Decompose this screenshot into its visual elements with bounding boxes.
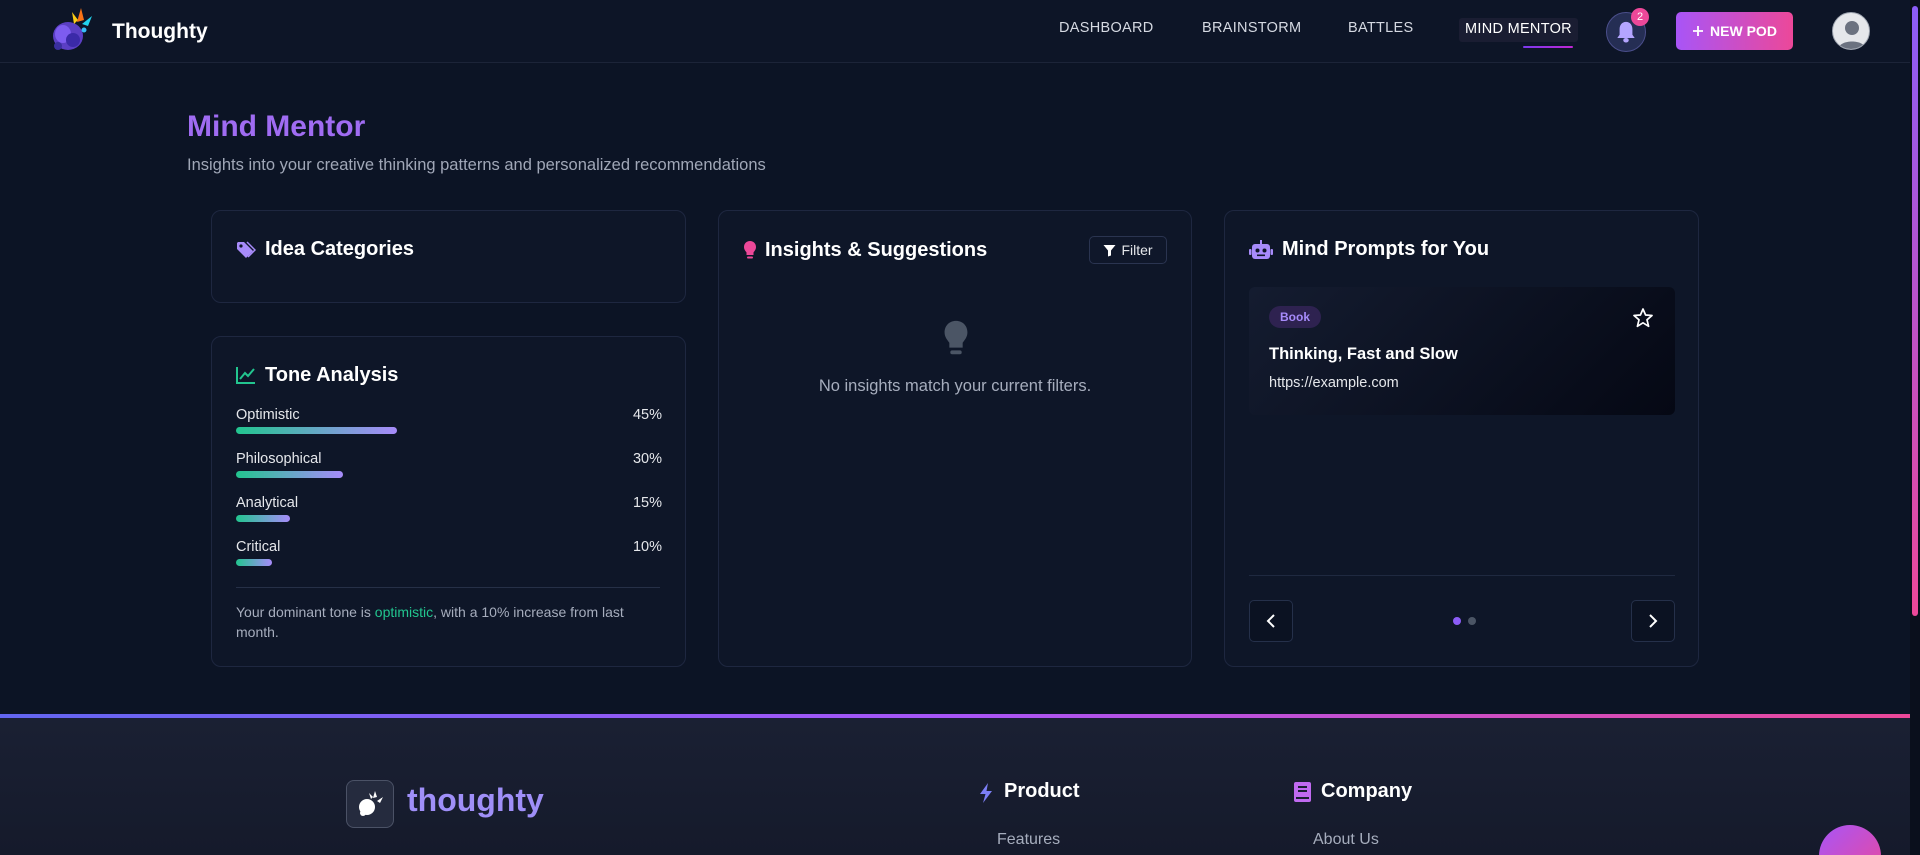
page-subtitle: Insights into your creative thinking pat… (187, 156, 766, 174)
nav-dashboard[interactable]: DASHBOARD (1059, 20, 1154, 36)
tone-percent: 10% (632, 539, 662, 555)
tone-summary-suffix: , with a 10% increase from last month. (236, 604, 624, 640)
chevron-left-icon (1266, 614, 1275, 628)
user-avatar-button[interactable] (1832, 12, 1870, 50)
footer-brand: thoughty (407, 782, 544, 818)
tone-summary: Your dominant tone is optimistic, with a… (236, 602, 660, 642)
mind-prompts-title: Mind Prompts for You (1282, 238, 1490, 260)
page-title: Mind Mentor (187, 110, 366, 143)
filter-label: Filter (1121, 242, 1153, 258)
new-pod-button[interactable]: NEW POD (1676, 12, 1793, 50)
active-nav-underline (1523, 46, 1573, 48)
empty-insights-message: No insights match your current filters. (818, 377, 1092, 395)
idea-categories-card: Idea Categories (211, 210, 686, 303)
insights-title: Insights & Suggestions (765, 239, 988, 261)
bell-icon (1617, 21, 1635, 43)
insights-card: Insights & Suggestions Filter No insight… (718, 210, 1192, 667)
brand-link[interactable]: Thoughty (44, 4, 208, 58)
tone-label: Critical (236, 539, 281, 555)
filter-icon (1103, 244, 1116, 256)
footer-brain-icon (359, 791, 383, 816)
scrollbar-thumb[interactable] (1912, 6, 1918, 616)
tone-divider (236, 587, 660, 588)
tone-summary-prefix: Your dominant tone is (236, 604, 375, 620)
pager-divider (1249, 575, 1675, 576)
footer-company-title: Company (1321, 780, 1413, 802)
tone-bar (236, 515, 290, 522)
footer-gradient-line (0, 714, 1910, 718)
tag-icon (237, 241, 256, 258)
brand-logo-icon (53, 8, 92, 50)
tone-label: Philosophical (236, 451, 322, 467)
tone-percent: 30% (632, 451, 662, 467)
bolt-icon (980, 783, 992, 803)
prompt-title: Thinking, Fast and Slow (1269, 345, 1458, 363)
footer-link-about[interactable]: About Us (1313, 831, 1379, 848)
book-icon (1294, 782, 1311, 802)
tone-bar (236, 559, 272, 566)
next-prompt-button[interactable] (1631, 600, 1675, 642)
pager-dot-2[interactable] (1468, 617, 1476, 625)
lightbulb-icon (744, 241, 756, 259)
footer-product-title: Product (1004, 780, 1080, 802)
tone-bar (236, 471, 343, 478)
new-pod-label: NEW POD (1710, 23, 1777, 39)
footer-logo[interactable] (346, 780, 394, 828)
filter-button[interactable]: Filter (1089, 236, 1167, 264)
robot-icon (1249, 240, 1273, 259)
tone-percent: 45% (632, 407, 662, 423)
footer-link-features[interactable]: Features (997, 831, 1061, 848)
chart-line-icon (236, 367, 255, 384)
prompt-url-link[interactable]: https://example.com (1269, 375, 1399, 391)
star-icon[interactable] (1631, 306, 1655, 330)
prev-prompt-button[interactable] (1249, 600, 1293, 642)
pager-dot-1[interactable] (1453, 617, 1461, 625)
footer: thoughty Product Features Company About … (0, 718, 1910, 855)
prompt-type-badge: Book (1269, 306, 1321, 328)
idea-categories-title: Idea Categories (265, 238, 414, 260)
user-avatar-icon (1838, 21, 1866, 49)
prompt-card[interactable]: Book Thinking, Fast and Slow https://exa… (1249, 287, 1675, 415)
top-navbar: Thoughty DASHBOARD BRAINSTORM BATTLES MI… (0, 0, 1910, 63)
tone-bar (236, 427, 397, 434)
brand-name: Thoughty (112, 20, 208, 43)
tone-label: Optimistic (236, 407, 300, 423)
nav-battles[interactable]: BATTLES (1348, 20, 1414, 36)
tone-label: Analytical (236, 495, 299, 511)
notification-count-badge: 2 (1631, 8, 1649, 26)
tone-analysis-title: Tone Analysis (265, 364, 399, 386)
nav-brainstorm[interactable]: BRAINSTORM (1202, 20, 1302, 36)
tone-analysis-card: Tone Analysis Optimistic 45% Philosophical… (211, 336, 686, 667)
mind-prompts-card: Mind Prompts for You Book Thinking, Fast… (1224, 210, 1699, 667)
tone-percent: 15% (632, 495, 662, 511)
nav-mind-mentor[interactable]: MIND MENTOR (1459, 18, 1578, 42)
empty-lightbulb-icon (944, 320, 968, 355)
plus-icon (1693, 26, 1704, 36)
tone-summary-highlight: optimistic (374, 604, 434, 620)
chevron-right-icon (1649, 614, 1658, 628)
